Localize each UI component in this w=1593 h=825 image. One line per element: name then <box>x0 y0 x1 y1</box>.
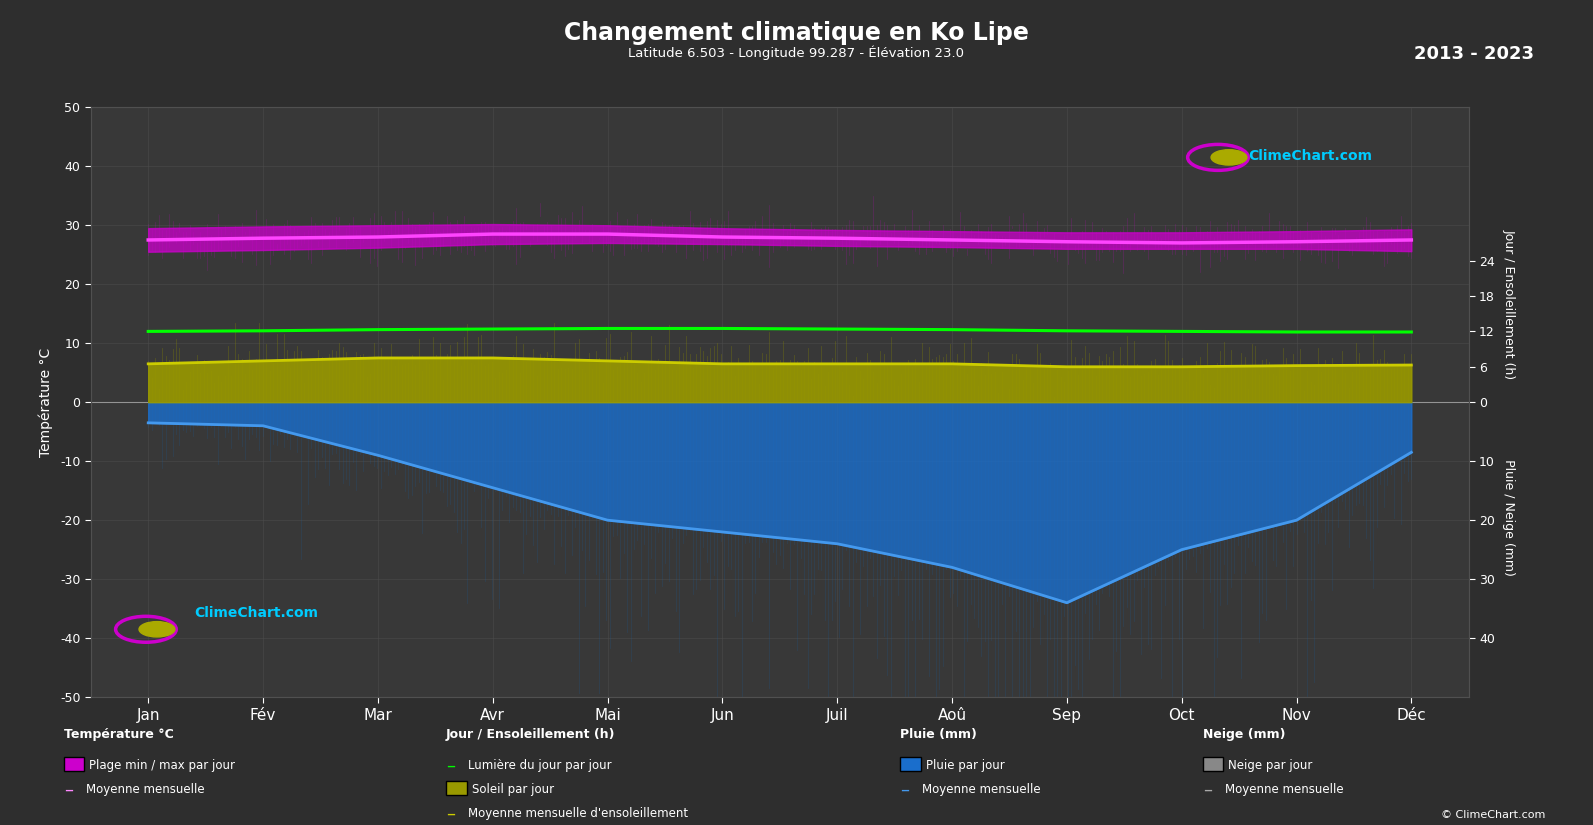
Text: Moyenne mensuelle d'ensoleillement: Moyenne mensuelle d'ensoleillement <box>468 807 688 820</box>
Circle shape <box>139 621 175 637</box>
Text: –: – <box>1203 780 1212 799</box>
Text: ClimeChart.com: ClimeChart.com <box>1249 148 1372 163</box>
Text: Soleil par jour: Soleil par jour <box>472 783 554 796</box>
Text: Plage min / max par jour: Plage min / max par jour <box>89 759 236 772</box>
Text: Neige (mm): Neige (mm) <box>1203 728 1286 742</box>
Text: Latitude 6.503 - Longitude 99.287 - Élévation 23.0: Latitude 6.503 - Longitude 99.287 - Élév… <box>629 45 964 60</box>
Text: –: – <box>64 780 73 799</box>
Circle shape <box>1211 149 1247 165</box>
Text: © ClimeChart.com: © ClimeChart.com <box>1440 810 1545 820</box>
Text: –: – <box>900 780 910 799</box>
Text: Changement climatique en Ko Lipe: Changement climatique en Ko Lipe <box>564 21 1029 45</box>
Text: Jour / Ensoleillement (h): Jour / Ensoleillement (h) <box>446 728 615 742</box>
Text: Neige par jour: Neige par jour <box>1228 759 1313 772</box>
Text: Pluie par jour: Pluie par jour <box>926 759 1004 772</box>
Text: Moyenne mensuelle: Moyenne mensuelle <box>86 783 204 796</box>
Text: –: – <box>446 757 456 775</box>
Text: ClimeChart.com: ClimeChart.com <box>194 606 319 620</box>
Text: Température °C: Température °C <box>64 728 174 742</box>
Text: Lumière du jour par jour: Lumière du jour par jour <box>468 759 612 772</box>
Text: 2013 - 2023: 2013 - 2023 <box>1415 45 1534 64</box>
Text: Pluie (mm): Pluie (mm) <box>900 728 977 742</box>
Text: Moyenne mensuelle: Moyenne mensuelle <box>1225 783 1343 796</box>
Y-axis label: Jour / Ensoleillement (h)                    Pluie / Neige (mm): Jour / Ensoleillement (h) Pluie / Neige … <box>1502 229 1517 576</box>
Text: Moyenne mensuelle: Moyenne mensuelle <box>922 783 1040 796</box>
Y-axis label: Température °C: Température °C <box>38 347 53 457</box>
Text: –: – <box>446 804 456 823</box>
